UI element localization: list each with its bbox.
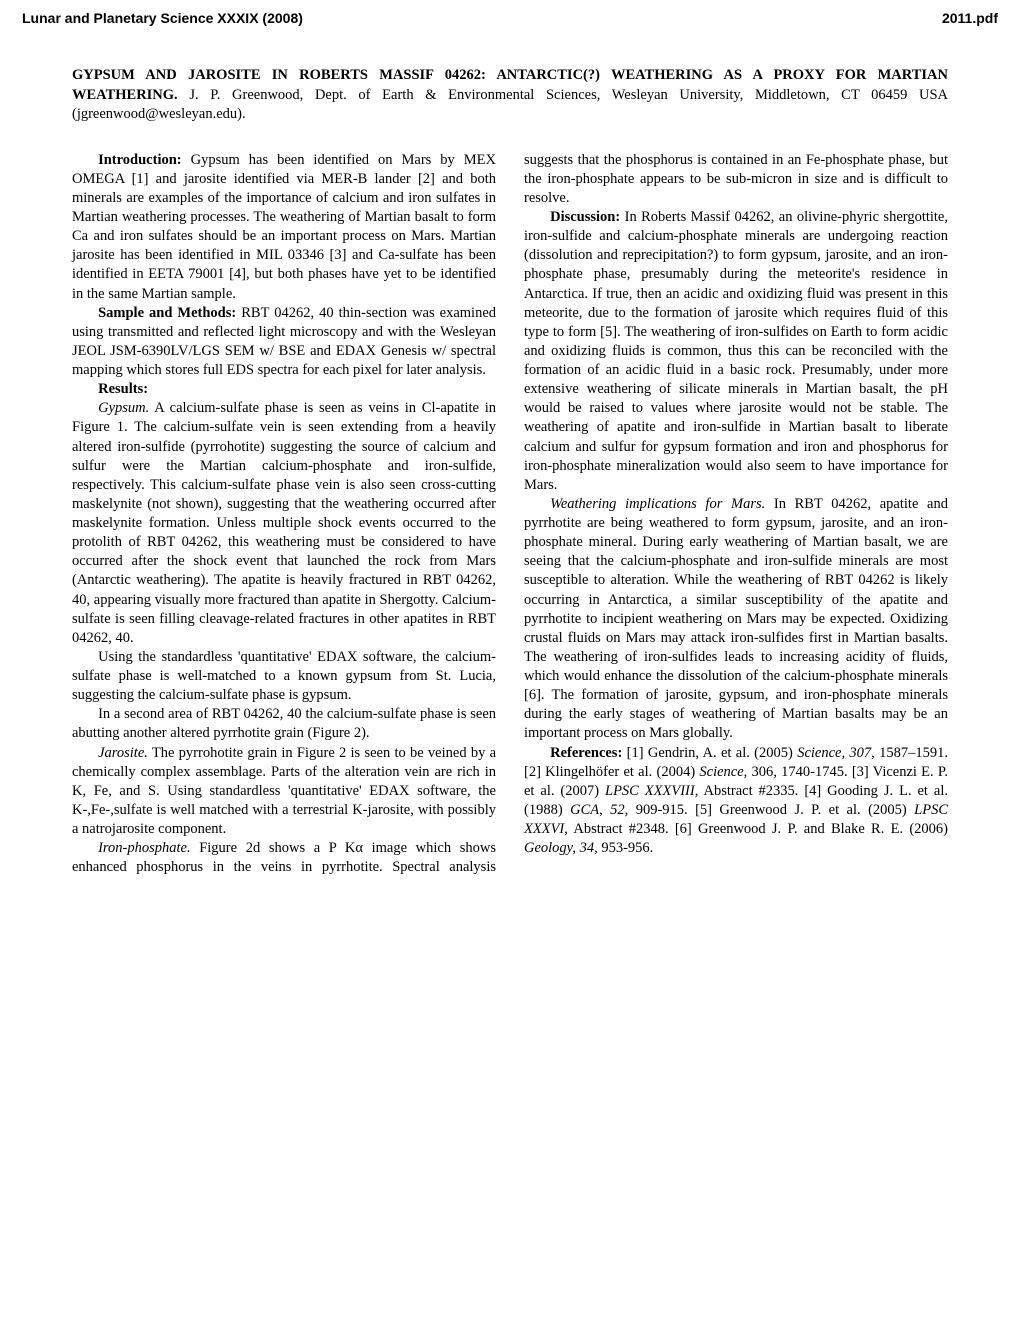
discussion-paragraph: Discussion: In Roberts Massif 04262, an … [524, 208, 948, 495]
ref-text-5: 909-915. [5] Greenwood J. P. et al. (200… [628, 802, 914, 818]
gypsum-text: A calcium-sulfate phase is seen as veins… [72, 400, 496, 646]
ref-italic-2: Science, [699, 764, 747, 780]
second-area-paragraph: In a second area of RBT 04262, 40 the ca… [72, 705, 496, 743]
discussion-heading: Discussion: [550, 209, 620, 225]
ref-text-1: [1] Gendrin, A. et al. (2005) [622, 745, 797, 761]
references-paragraph: References: [1] Gendrin, A. et al. (2005… [524, 744, 948, 859]
ref-italic-1: Science, 307, [797, 745, 875, 761]
gypsum-paragraph: Gypsum. A calcium-sulfate phase is seen … [72, 399, 496, 648]
references-heading: References: [550, 745, 622, 761]
intro-paragraph: Introduction: Gypsum has been identified… [72, 151, 496, 304]
results-heading: Results: [98, 381, 148, 397]
edax-text: Using the standardless 'quantitative' ED… [72, 649, 496, 703]
conference-name: Lunar and Planetary Science XXXIX (2008) [22, 10, 303, 26]
iron-phosphate-heading: Iron-phosphate. [98, 840, 191, 856]
gypsum-heading: Gypsum. [98, 400, 149, 416]
intro-text: Gypsum has been identified on Mars by ME… [72, 152, 496, 302]
second-area-text: In a second area of RBT 04262, 40 the ca… [72, 706, 496, 741]
implications-heading: Weathering implications for Mars. [550, 496, 765, 512]
ref-italic-3: LPSC XXXVIII, [605, 783, 698, 799]
ref-italic-6: Geology, 34, [524, 840, 598, 856]
ref-italic-4: GCA, 52, [570, 802, 628, 818]
title-block: GYPSUM AND JAROSITE IN ROBERTS MASSIF 04… [72, 66, 948, 125]
intro-heading: Introduction: [98, 152, 182, 168]
pdf-filename: 2011.pdf [942, 10, 998, 26]
implications-text: In RBT 04262, apatite and pyrrhotite are… [524, 496, 948, 742]
jarosite-heading: Jarosite. [98, 745, 148, 761]
jarosite-paragraph: Jarosite. The pyrrohotite grain in Figur… [72, 744, 496, 840]
page-content: GYPSUM AND JAROSITE IN ROBERTS MASSIF 04… [0, 36, 1020, 877]
ref-text-6: Abstract #2348. [6] Greenwood J. P. and … [568, 821, 948, 837]
methods-paragraph: Sample and Methods: RBT 04262, 40 thin-s… [72, 304, 496, 381]
methods-heading: Sample and Methods: [98, 305, 236, 321]
discussion-text: In Roberts Massif 04262, an olivine-phyr… [524, 209, 948, 493]
results-heading-line: Results: [72, 380, 496, 399]
edax-paragraph: Using the standardless 'quantitative' ED… [72, 648, 496, 705]
implications-paragraph: Weathering implications for Mars. In RBT… [524, 495, 948, 744]
author-affiliation: J. P. Greenwood, Dept. of Earth & Enviro… [72, 87, 948, 123]
ref-text-7: 953-956. [598, 840, 654, 856]
page-header: Lunar and Planetary Science XXXIX (2008)… [0, 0, 1020, 36]
body-columns: Introduction: Gypsum has been identified… [72, 151, 948, 878]
